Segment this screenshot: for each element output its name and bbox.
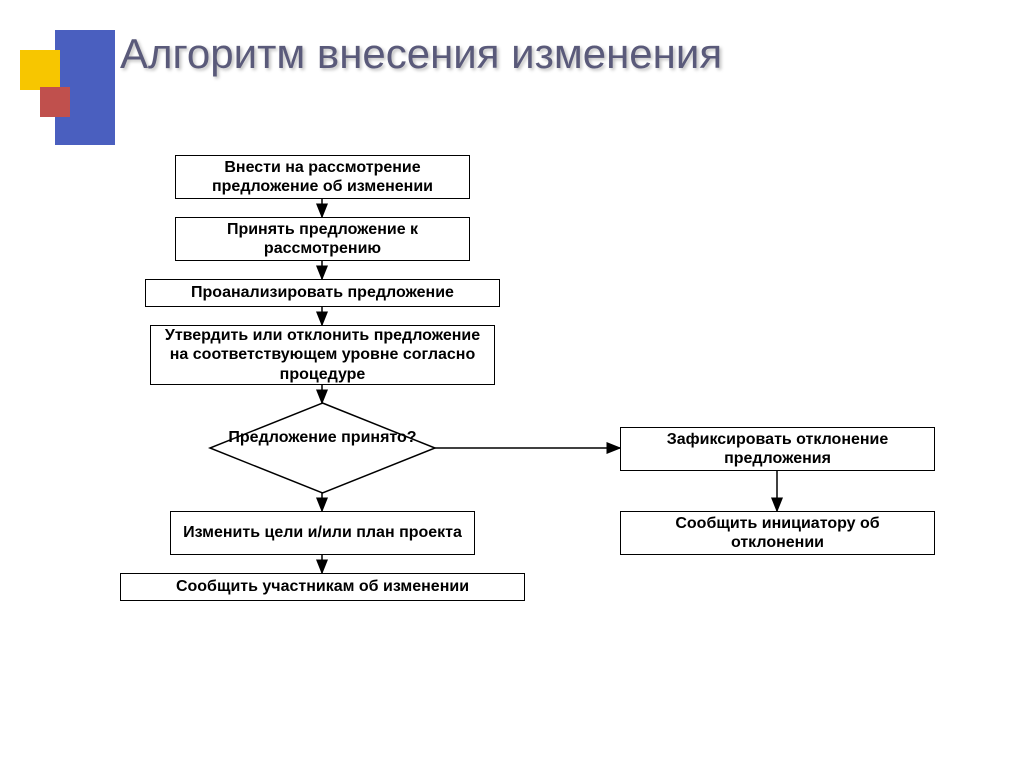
slide-title: Алгоритм внесения изменения <box>120 30 1024 78</box>
flow-node-label-d1: Предложение принято? <box>210 428 435 447</box>
flow-node-n8: Сообщить инициатору об отклонении <box>620 511 935 555</box>
title-decoration <box>0 30 120 160</box>
flow-node-n7: Зафиксировать отклонение предложения <box>620 427 935 471</box>
flowchart: Внести на рассмотрение предложение об из… <box>0 155 1024 755</box>
flow-node-n2: Принять предложение к рассмотрению <box>175 217 470 261</box>
flow-node-d1 <box>210 403 435 493</box>
deco-red-square <box>40 87 70 117</box>
flow-node-n1: Внести на рассмотрение предложение об из… <box>175 155 470 199</box>
flow-node-n6: Сообщить участникам об изменении <box>120 573 525 601</box>
flow-node-n4: Утвердить или отклонить предложение на с… <box>150 325 495 385</box>
flow-node-n5: Изменить цели и/или план проекта <box>170 511 475 555</box>
flow-node-n3: Проанализировать предложение <box>145 279 500 307</box>
deco-yellow-square <box>20 50 60 90</box>
